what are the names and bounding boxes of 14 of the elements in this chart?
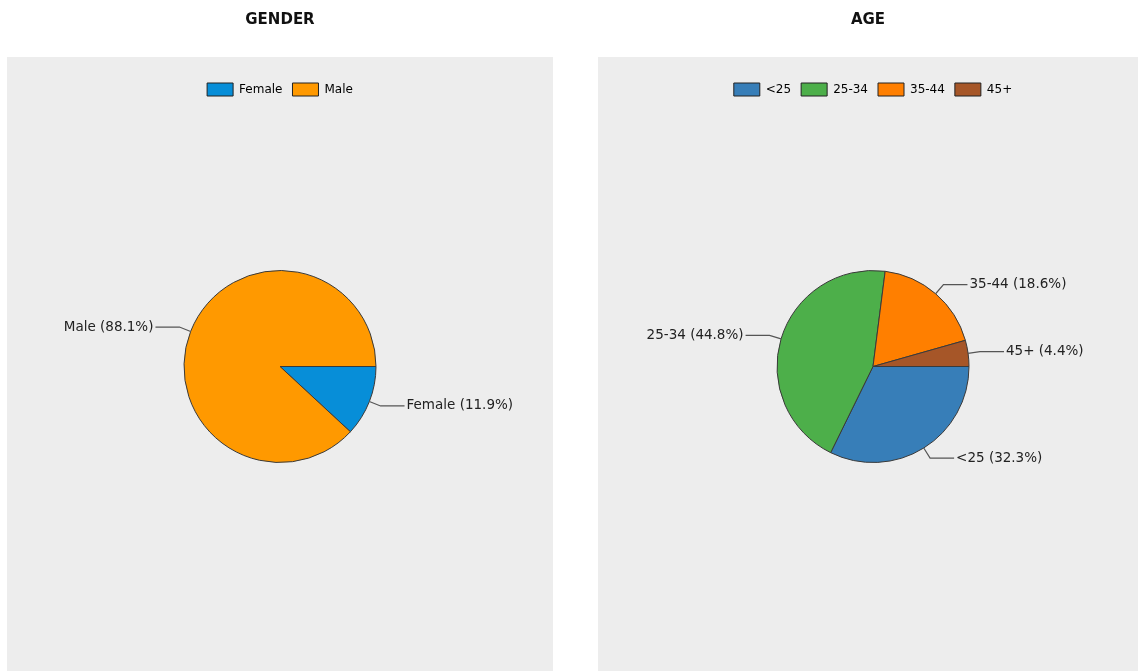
legend-label: <25 xyxy=(765,81,792,96)
data-label: 25-34 (44.8%) xyxy=(646,325,744,342)
data-label: 35-44 (18.6%) xyxy=(969,275,1067,292)
legend-label: 35-44 xyxy=(910,81,945,96)
legend-label: Female xyxy=(239,81,283,96)
data-label: 45+ (4.4%) xyxy=(1005,342,1084,359)
data-label: Male (88.1%) xyxy=(63,317,154,334)
data-label: <25 (32.3%) xyxy=(956,448,1043,465)
legend-label: 45+ xyxy=(986,81,1013,96)
data-label: Female (11.9%) xyxy=(406,396,514,413)
legend-label: 25-34 xyxy=(833,81,869,96)
chart-title: GENDER xyxy=(244,9,316,30)
chart-title: AGE xyxy=(849,9,887,30)
legend-label: Male xyxy=(324,81,353,96)
